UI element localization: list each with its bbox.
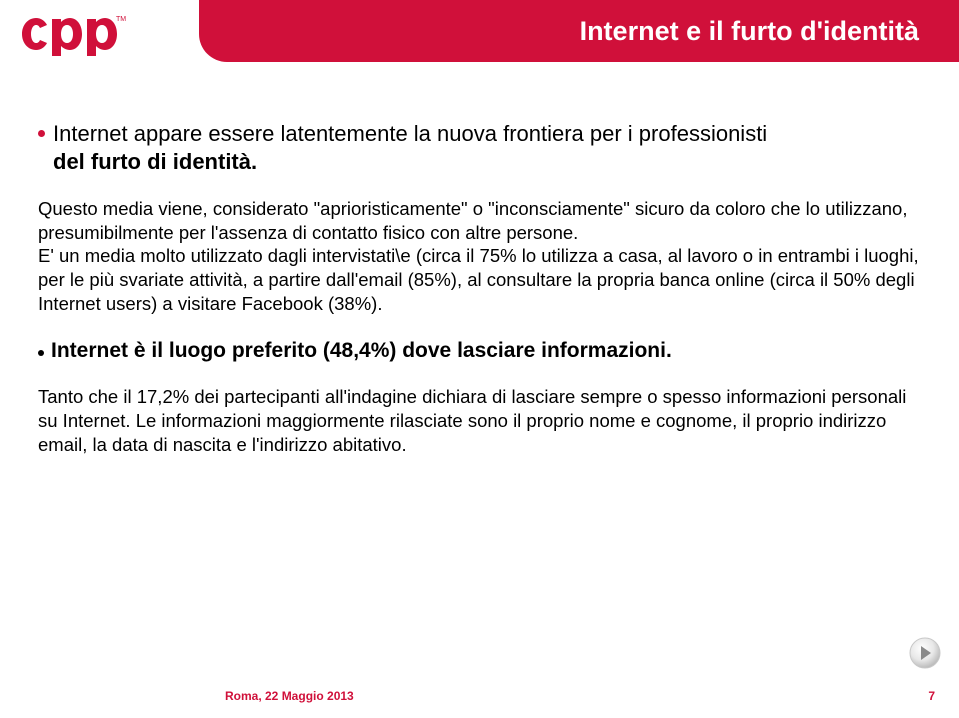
footer-date: Roma, 22 Maggio 2013 <box>225 689 354 703</box>
intro-text: Internet appare essere latentemente la n… <box>53 120 767 175</box>
slide-content: Internet appare essere latentemente la n… <box>38 120 919 456</box>
intro-bullet-row: Internet appare essere latentemente la n… <box>38 120 919 175</box>
intro-line2: del furto di identità. <box>53 149 257 174</box>
bullet-icon <box>38 130 45 137</box>
cpp-logo: TM <box>18 10 138 56</box>
paragraph-3: Tanto che il 17,2% dei partecipanti all'… <box>38 385 919 456</box>
header-bar: Internet e il furto d'identità <box>199 0 959 62</box>
bold-bullet-row: Internet è il luogo preferito (48,4%) do… <box>38 339 919 363</box>
slide-title: Internet e il furto d'identità <box>580 16 919 47</box>
page-number: 7 <box>928 689 935 703</box>
paragraph-1: Questo media viene, considerato "apriori… <box>38 197 919 244</box>
intro-line1: Internet appare essere latentemente la n… <box>53 121 767 146</box>
next-arrow-icon[interactable] <box>909 637 941 674</box>
paragraph-2: E' un media molto utilizzato dagli inter… <box>38 244 919 315</box>
bullet-icon <box>38 350 44 356</box>
svg-text:TM: TM <box>116 16 126 23</box>
bold-statement: Internet è il luogo preferito (48,4%) do… <box>51 339 672 363</box>
